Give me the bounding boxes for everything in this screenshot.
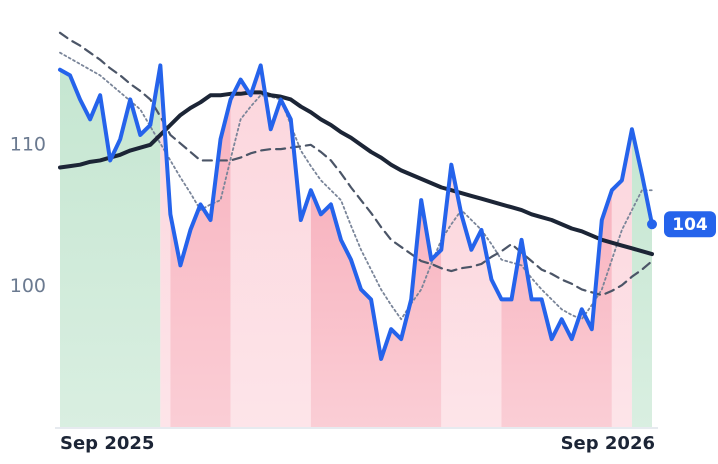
- region: [501, 190, 612, 427]
- series-line: [58, 31, 654, 297]
- region: [230, 65, 311, 428]
- y-tick-label: 100: [10, 275, 46, 297]
- series-line: [59, 51, 653, 321]
- region: [441, 164, 502, 428]
- x-tick-label: Sep 2026: [561, 433, 655, 454]
- series-line: [58, 90, 654, 257]
- end-badge: [664, 211, 716, 238]
- end-label: 104: [672, 215, 708, 235]
- x-tick-label: Sep 2025: [60, 433, 154, 454]
- region: [60, 65, 161, 428]
- region: [310, 190, 442, 427]
- region: [611, 129, 632, 427]
- y-tick-label: 110: [10, 133, 46, 155]
- region: [160, 65, 171, 428]
- end-dot: [647, 219, 657, 230]
- series-line: [58, 63, 654, 361]
